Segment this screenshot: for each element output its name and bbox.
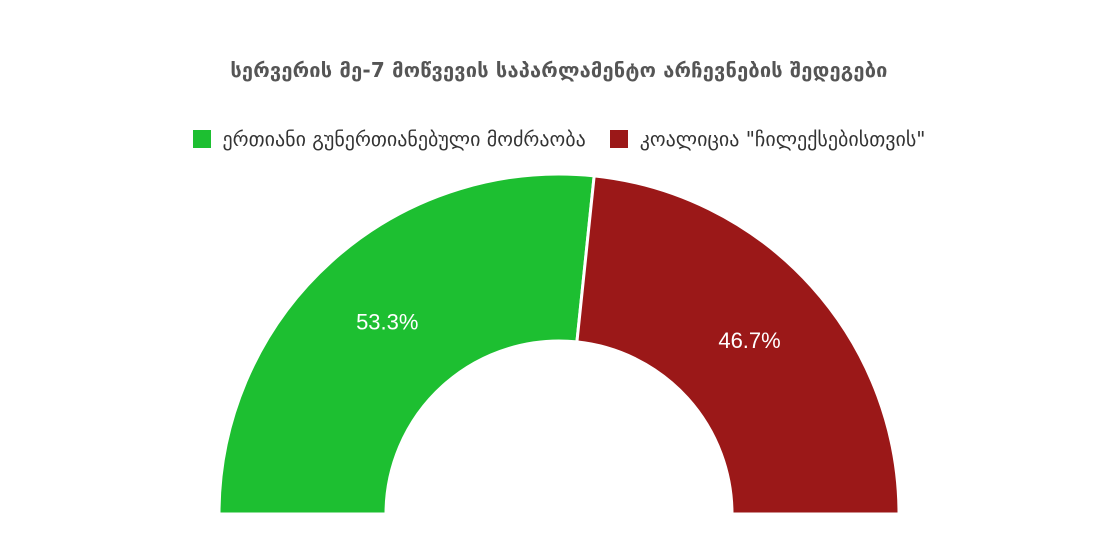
legend-item-series-0[interactable]: ერთიანი გუნერთიანებული მოძრაობა (192, 127, 586, 151)
slice-label-series-1: 46.7% (718, 328, 780, 353)
legend-swatch-series-0 (192, 130, 211, 148)
legend-item-series-1[interactable]: კოალიცია "ჩილექსებისთვის" (609, 127, 926, 151)
chart-legend: ერთიანი გუნერთიანებული მოძრაობა კოალიცია… (0, 127, 1118, 151)
legend-swatch-series-1 (609, 130, 628, 148)
legend-label-series-0: ერთიანი გუნერთიანებული მოძრაობა (222, 127, 586, 151)
slice-label-series-0: 53.3% (356, 309, 418, 334)
slice-series-0[interactable] (217, 172, 596, 516)
slice-series-1[interactable] (575, 174, 901, 516)
chart-title: სერვერის მე-7 მოწვევის საპარლამენტო არჩე… (230, 58, 888, 82)
legend-label-series-1: კოალიცია "ჩილექსებისთვის" (639, 127, 926, 151)
